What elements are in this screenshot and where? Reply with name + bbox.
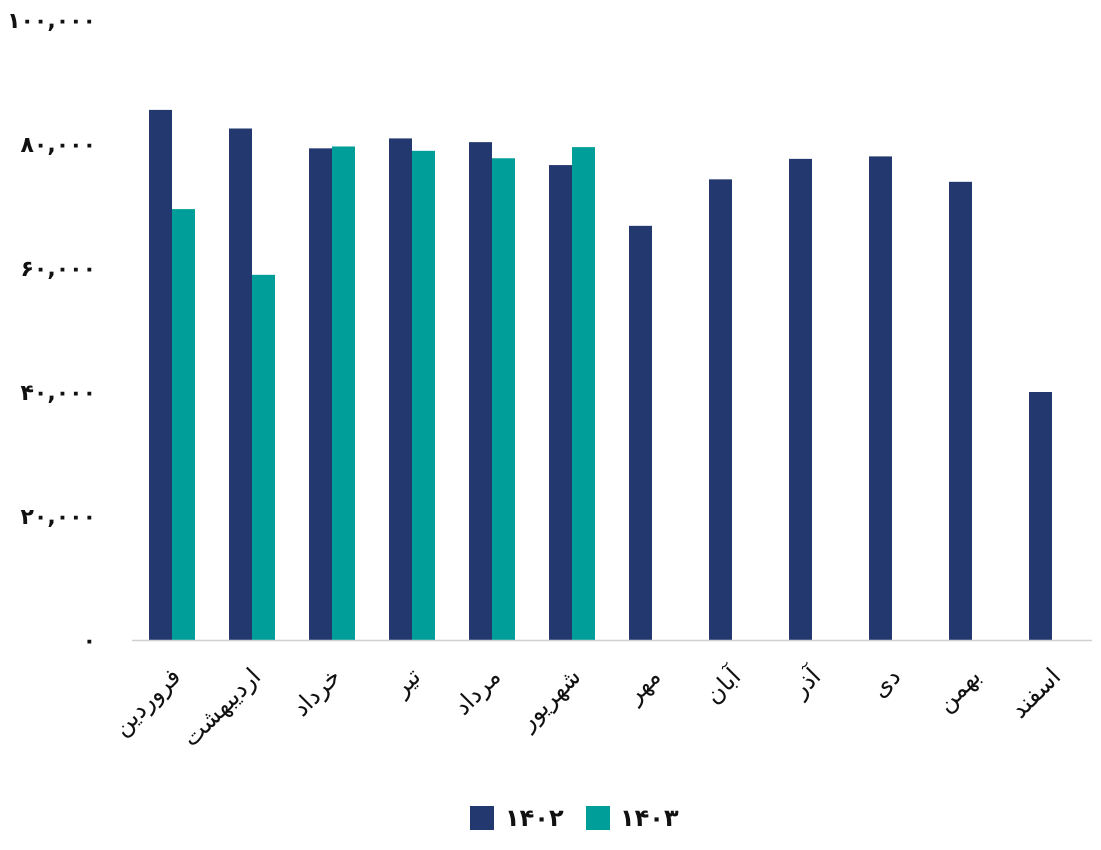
bar-series2 <box>172 209 195 640</box>
y-axis: ۰ ۲۰,۰۰۰ ۴۰,۰۰۰ ۶۰,۰۰۰ ۸۰,۰۰۰ ۱۰۰,۰۰۰ <box>7 9 96 654</box>
x-tick-label: خرداد <box>287 662 346 721</box>
x-tick-label: آذر <box>785 661 828 704</box>
bar-series1 <box>149 109 172 640</box>
x-tick-label: دی <box>866 662 907 703</box>
y-tick-label: ۰ <box>83 629 96 654</box>
x-tick-label: اردیبهشت <box>177 662 267 752</box>
bar-series2 <box>492 158 515 640</box>
x-tick-label: بهمن <box>931 662 986 717</box>
bar-series1 <box>309 148 332 640</box>
y-tick-label: ۴۰,۰۰۰ <box>21 381 97 406</box>
bar-series1 <box>949 181 972 640</box>
x-tick-label: مهر <box>619 662 666 709</box>
x-tick-label: فروردین <box>107 662 186 741</box>
bar-series1 <box>789 158 812 640</box>
y-tick-label: ۶۰,۰۰۰ <box>21 257 97 282</box>
legend: ۱۴۰۲ ۱۴۰۳ <box>470 804 679 832</box>
legend-swatch <box>470 806 494 830</box>
x-tick-label: شهریور <box>513 662 587 736</box>
bar-series2 <box>252 274 275 640</box>
bar-series1 <box>869 156 892 640</box>
x-tick-label: اسفند <box>1005 662 1066 723</box>
x-tick-label: مرداد <box>448 662 506 720</box>
bar-series1 <box>549 165 572 640</box>
y-tick-label: ۱۰۰,۰۰۰ <box>7 9 96 34</box>
y-tick-label: ۲۰,۰۰۰ <box>21 505 97 530</box>
y-tick-label: ۸۰,۰۰۰ <box>21 133 97 158</box>
bar-series1 <box>629 225 652 640</box>
bar-series1 <box>389 138 412 641</box>
bar-series1 <box>1029 392 1052 640</box>
bar-series1 <box>469 142 492 640</box>
bar-series2 <box>412 150 435 640</box>
legend-label: ۱۴۰۳ <box>620 804 679 832</box>
x-tick-label: آبان <box>699 661 748 710</box>
bar-series2 <box>572 147 595 640</box>
bar-series1 <box>709 179 732 640</box>
bar-series2 <box>332 146 355 641</box>
legend-swatch <box>586 806 610 830</box>
bar-series1 <box>229 128 252 640</box>
legend-label: ۱۴۰۲ <box>505 804 564 832</box>
bars <box>149 109 1052 641</box>
x-tick-label: تیر <box>387 662 427 702</box>
